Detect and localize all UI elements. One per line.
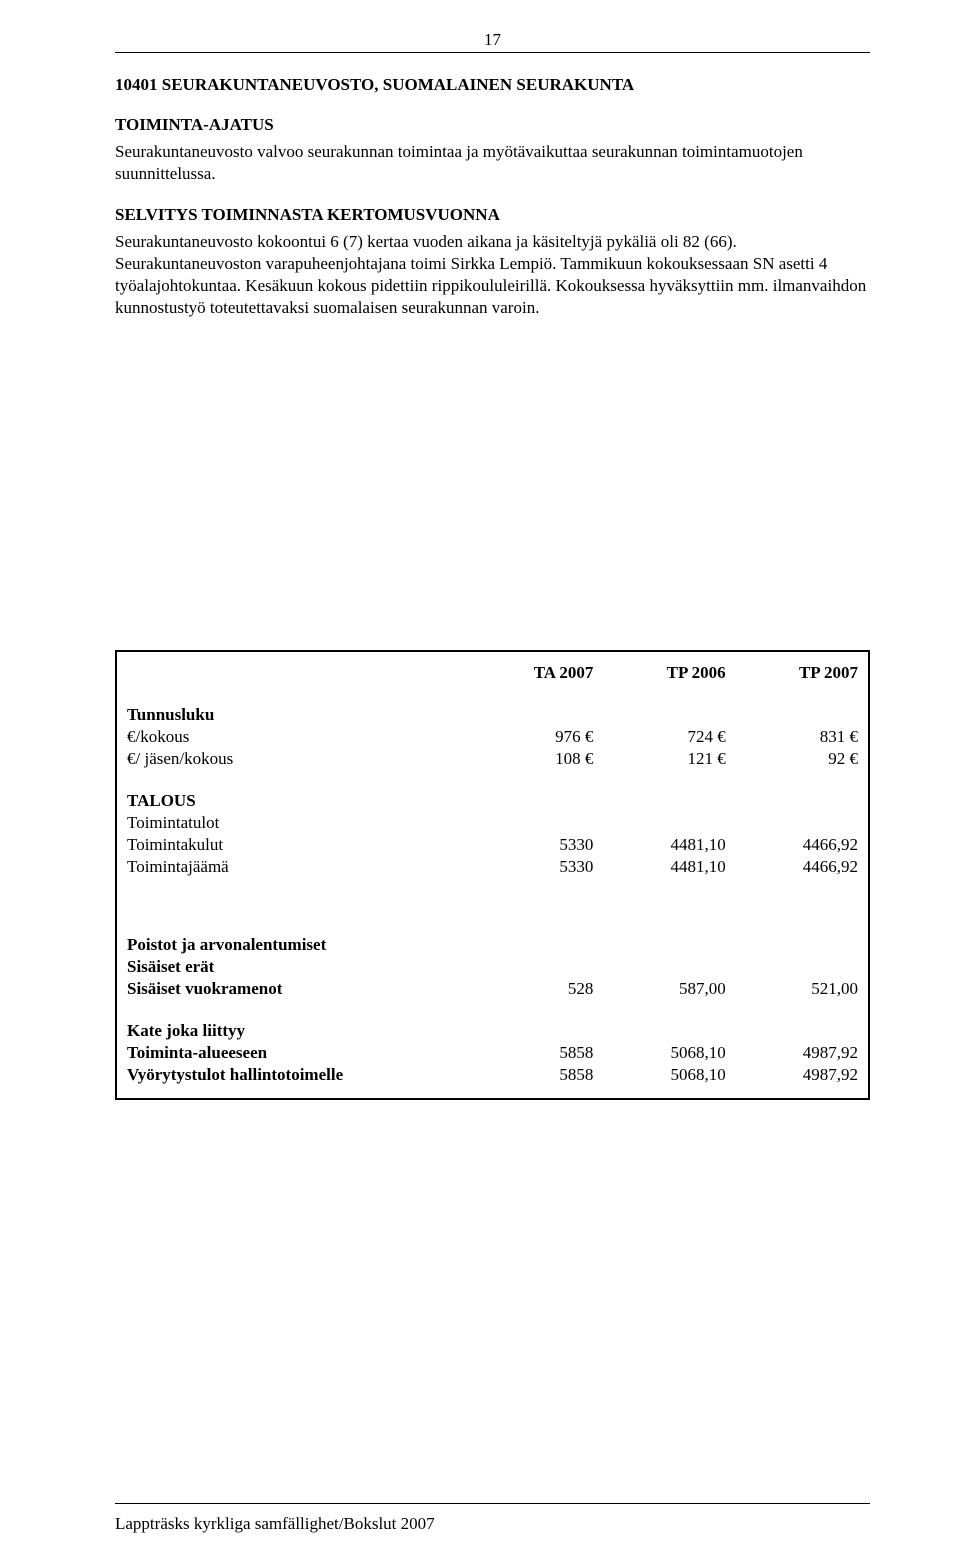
cell-value: 121 € [595,748,727,770]
cell-label: Vyörytystulot hallintotoimelle [125,1064,463,1086]
cell-value: 5068,10 [595,1064,727,1086]
cell-label: Sisäiset erät [125,956,463,978]
cell-value: 4481,10 [595,856,727,878]
toiminta-ajatus-label: TOIMINTA-AJATUS [115,115,870,135]
table-row: Vyörytystulot hallintotoimelle 5858 5068… [125,1064,860,1086]
tunnusluku-label: Tunnusluku [125,704,463,726]
section-code-title: 10401 SEURAKUNTANEUVOSTO, SUOMALAINEN SE… [115,75,870,95]
cell-value: 92 € [728,748,860,770]
page-number: 17 [115,30,870,50]
cell-label: Kate joka liittyy [125,1020,463,1042]
cell-value: 5858 [463,1064,595,1086]
cell-value: 5068,10 [595,1042,727,1064]
cell-label: Toimintajäämä [125,856,463,878]
cell-value: 4987,92 [728,1064,860,1086]
header-tp2007: TP 2007 [728,662,860,684]
table-row: Toiminta-alueeseen 5858 5068,10 4987,92 [125,1042,860,1064]
cell-value [728,812,860,834]
cell-value: 5330 [463,834,595,856]
talous-label: TALOUS [125,790,463,812]
footer-text: Lappträsks kyrkliga samfällighet/Bokslut… [115,1514,870,1534]
toiminta-ajatus-text: Seurakuntaneuvosto valvoo seurakunnan to… [115,141,870,185]
selvitys-text: Seurakuntaneuvosto kokoontui 6 (7) kerta… [115,231,870,319]
cell-value: 5858 [463,1042,595,1064]
cell-value [595,812,727,834]
cell-value: 976 € [463,726,595,748]
selvitys-label: SELVITYS TOIMINNASTA KERTOMUSVUONNA [115,205,870,225]
cell-value: 108 € [463,748,595,770]
cell-value: 4481,10 [595,834,727,856]
page: 17 10401 SEURAKUNTANEUVOSTO, SUOMALAINEN… [0,0,960,1554]
cell-value: 528 [463,978,595,1000]
table-row: €/kokous 976 € 724 € 831 € [125,726,860,748]
table-row: Toimintajäämä 5330 4481,10 4466,92 [125,856,860,878]
table-row: Sisäiset erät [125,956,860,978]
cell-value: 5330 [463,856,595,878]
cell-value: 587,00 [595,978,727,1000]
header-row: TA 2007 TP 2006 TP 2007 [125,662,860,684]
cell-label: Sisäiset vuokramenot [125,978,463,1000]
table-row: Poistot ja arvonalentumiset [125,934,860,956]
table-row: Toimintakulut 5330 4481,10 4466,92 [125,834,860,856]
footer: Lappträsks kyrkliga samfällighet/Bokslut… [115,1495,870,1534]
footer-rule [115,1503,870,1504]
cell-value: 4466,92 [728,856,860,878]
cell-value: 521,00 [728,978,860,1000]
cell-value [463,812,595,834]
data-table: TA 2007 TP 2006 TP 2007 Tunnusluku €/kok… [125,662,860,1086]
talous-label-row: TALOUS [125,790,860,812]
cell-label: Toimintakulut [125,834,463,856]
header-tp2006: TP 2006 [595,662,727,684]
cell-label: Poistot ja arvonalentumiset [125,934,463,956]
cell-label: Toimintatulot [125,812,463,834]
header-rule [115,52,870,53]
financial-table: TA 2007 TP 2006 TP 2007 Tunnusluku €/kok… [115,650,870,1100]
table-row: Toimintatulot [125,812,860,834]
cell-label: €/kokous [125,726,463,748]
cell-label: €/ jäsen/kokous [125,748,463,770]
cell-value: 724 € [595,726,727,748]
table-row: Kate joka liittyy [125,1020,860,1042]
tunnusluku-label-row: Tunnusluku [125,704,860,726]
cell-value: 831 € [728,726,860,748]
cell-label: Toiminta-alueeseen [125,1042,463,1064]
cell-value: 4466,92 [728,834,860,856]
header-ta2007: TA 2007 [463,662,595,684]
table-row: €/ jäsen/kokous 108 € 121 € 92 € [125,748,860,770]
cell-value: 4987,92 [728,1042,860,1064]
table-row: Sisäiset vuokramenot 528 587,00 521,00 [125,978,860,1000]
